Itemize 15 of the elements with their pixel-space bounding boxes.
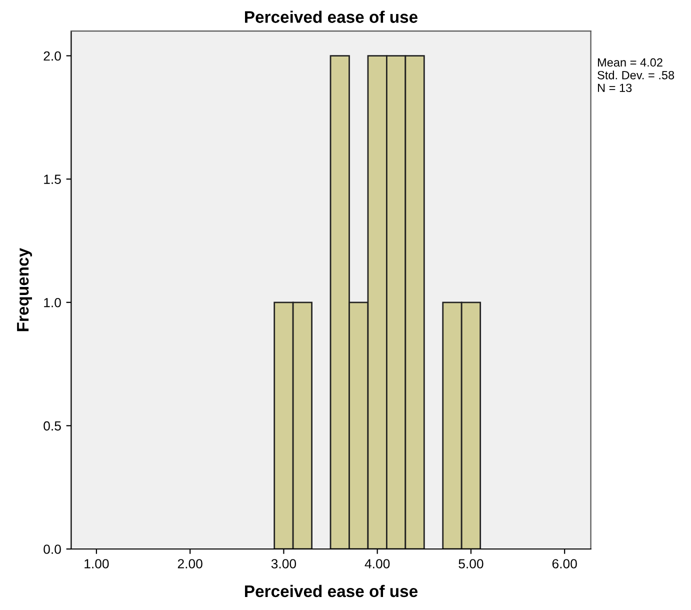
y-tick-label: 2.0 — [44, 51, 61, 61]
x-tick-label: 2.00 — [178, 559, 202, 568]
chart-title: Perceived ease of use — [245, 10, 418, 23]
x-tick-label: 5.00 — [458, 559, 484, 568]
x-tick-label: 4.00 — [364, 559, 390, 568]
y-axis-title: Frequency — [17, 248, 32, 332]
y-tick-label: 0.0 — [44, 544, 61, 554]
x-tick-label: 3.00 — [271, 559, 296, 568]
x-tick-label: 6.00 — [552, 559, 577, 568]
y-tick-label: 1.5 — [44, 174, 61, 184]
x-axis-title: Perceived ease of use — [245, 584, 418, 598]
y-tick-label: 1.0 — [44, 298, 61, 308]
text: Mean = 4.02 Std. Dev. = .58 N = 13 — [598, 58, 674, 92]
y-tick-label: 0.5 — [44, 421, 61, 431]
x-tick-label: 1.00 — [84, 559, 109, 568]
